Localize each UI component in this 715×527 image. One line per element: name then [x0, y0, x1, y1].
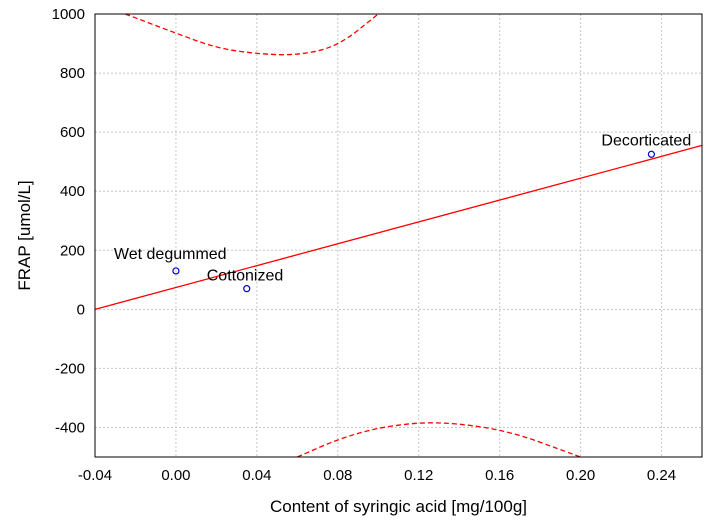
x-tick-label: 0.12 [404, 467, 433, 484]
y-tick-labels: -400 -200 0 200 400 600 800 1000 [52, 6, 85, 436]
x-tick-label: 0.20 [566, 467, 595, 484]
x-tick-labels: -0.04 0.00 0.04 0.08 0.12 0.16 0.20 0.24 [78, 467, 676, 484]
x-tick-label: 0.16 [485, 467, 514, 484]
data-point [647, 150, 656, 158]
data-point [243, 285, 251, 293]
x-axis-label: Content of syringic acid [mg/100g] [270, 497, 527, 516]
y-tick-label: 0 [77, 301, 85, 318]
regression-line-group [94, 144, 703, 310]
y-tick-label: 600 [60, 124, 85, 141]
data-point-label: Wet degummed [114, 246, 227, 263]
x-tick-label: 0.24 [647, 467, 676, 484]
data-point [172, 267, 180, 275]
regression-line [94, 144, 703, 310]
data-point-label: Decorticated [601, 132, 691, 149]
x-tick-label: -0.04 [78, 467, 112, 484]
grid [95, 14, 702, 457]
y-tick-label: 800 [60, 65, 85, 82]
y-tick-label: 200 [60, 242, 85, 259]
y-tick-label: 400 [60, 183, 85, 200]
x-tick-label: 0.08 [323, 467, 352, 484]
y-tick-label: -200 [55, 360, 85, 377]
y-tick-label: 1000 [52, 6, 85, 23]
confidence-band-upper [125, 13, 379, 56]
data-point-label: Cottonized [207, 268, 284, 285]
x-tick-label: 0.04 [242, 467, 271, 484]
confidence-band [125, 13, 581, 458]
y-tick-label: -400 [55, 419, 85, 436]
data-points: Wet degummed Cottonized Decorticated [114, 132, 691, 293]
x-tick-label: 0.00 [161, 467, 190, 484]
confidence-band-lower [297, 422, 581, 458]
y-axis-label: FRAP [umol/L] [15, 180, 34, 290]
plot-frame [94, 13, 703, 458]
